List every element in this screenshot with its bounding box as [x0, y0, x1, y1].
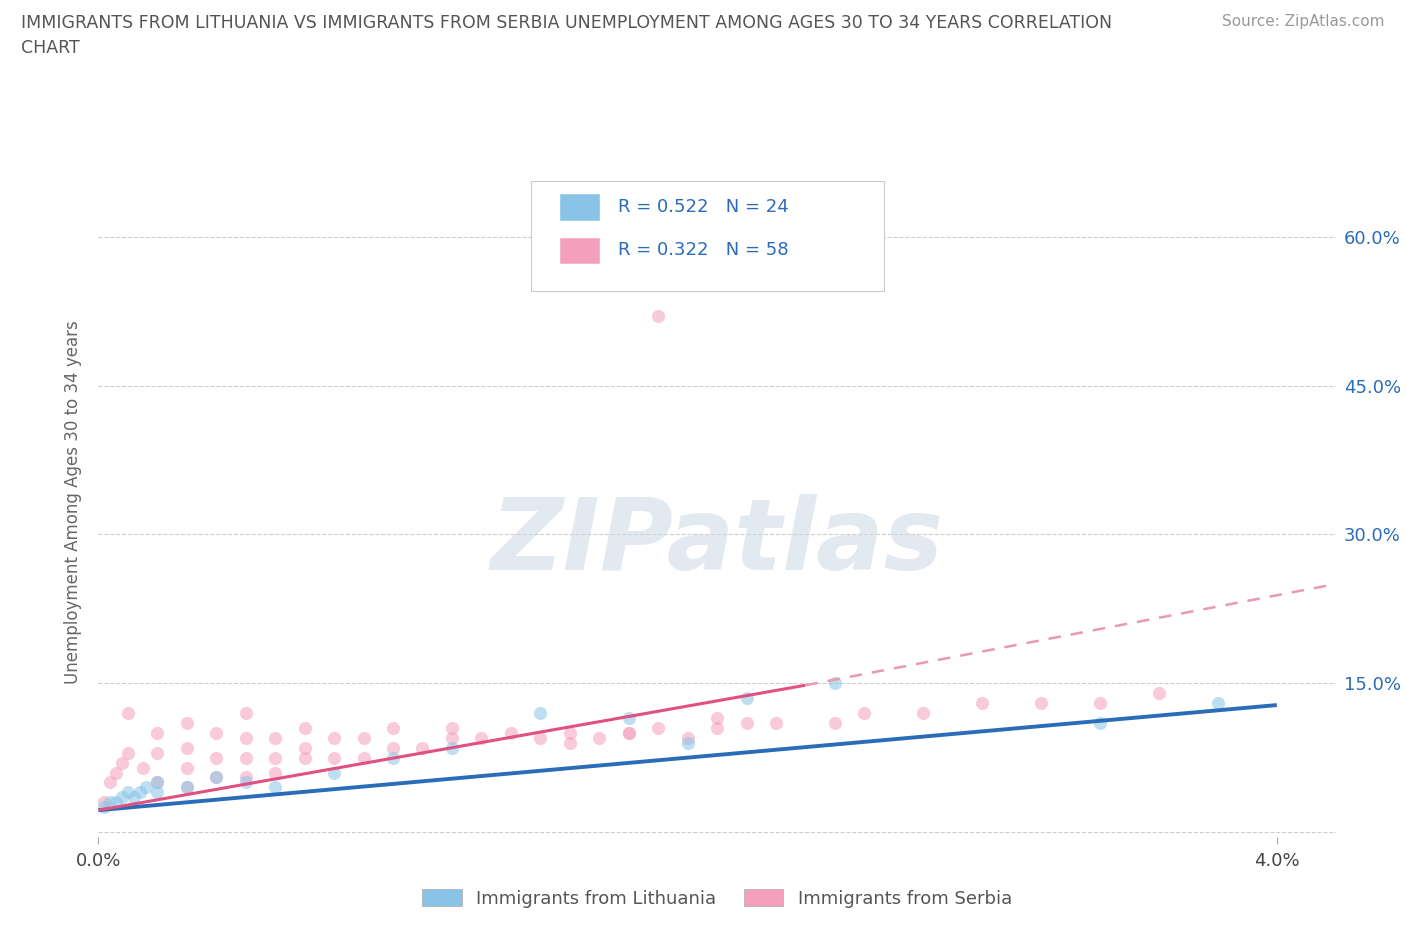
Point [529, 730, 551, 745]
Point [499, 725, 522, 740]
Point [972, 696, 994, 711]
Point [235, 730, 257, 745]
Point [146, 745, 169, 760]
FancyBboxPatch shape [560, 238, 599, 264]
Point [93, 795, 115, 810]
Point [323, 751, 346, 765]
Point [440, 730, 463, 745]
Point [135, 780, 157, 795]
Point [235, 706, 257, 721]
Point [205, 770, 228, 785]
Point [176, 740, 198, 755]
Point [146, 785, 169, 800]
Point [765, 715, 787, 730]
Point [294, 721, 316, 736]
Point [824, 715, 846, 730]
Point [264, 780, 287, 795]
Point [105, 795, 128, 810]
Point [440, 740, 463, 755]
Point [264, 730, 287, 745]
Point [617, 725, 640, 740]
Point [853, 706, 876, 721]
Point [411, 740, 433, 755]
Point [558, 736, 581, 751]
Point [353, 730, 375, 745]
Point [1147, 685, 1170, 700]
Point [294, 740, 316, 755]
Text: R = 0.522   N = 24: R = 0.522 N = 24 [619, 198, 789, 216]
Text: CHART: CHART [21, 39, 80, 57]
Point [470, 730, 492, 745]
Point [105, 765, 128, 780]
FancyBboxPatch shape [531, 180, 884, 291]
Point [111, 790, 134, 804]
Point [382, 751, 405, 765]
Point [98, 775, 121, 790]
Point [122, 790, 145, 804]
Point [176, 780, 198, 795]
Text: Source: ZipAtlas.com: Source: ZipAtlas.com [1222, 14, 1385, 29]
Point [205, 751, 228, 765]
Point [205, 725, 228, 740]
Text: ZIPatlas: ZIPatlas [491, 494, 943, 591]
Point [706, 721, 728, 736]
Point [617, 725, 640, 740]
Point [264, 765, 287, 780]
Point [235, 751, 257, 765]
Point [176, 780, 198, 795]
Point [294, 751, 316, 765]
Point [382, 721, 405, 736]
Point [128, 785, 150, 800]
Point [98, 795, 121, 810]
Point [235, 775, 257, 790]
Point [735, 715, 758, 730]
FancyBboxPatch shape [560, 194, 599, 221]
Point [912, 706, 935, 721]
Text: R = 0.322   N = 58: R = 0.322 N = 58 [619, 242, 789, 259]
Point [131, 760, 153, 775]
Point [1088, 715, 1111, 730]
Point [146, 725, 169, 740]
Point [647, 721, 669, 736]
Point [111, 755, 134, 770]
Point [117, 706, 139, 721]
Point [676, 730, 699, 745]
Point [382, 740, 405, 755]
Point [1029, 696, 1052, 711]
Point [440, 721, 463, 736]
Point [529, 706, 551, 721]
Y-axis label: Unemployment Among Ages 30 to 34 years: Unemployment Among Ages 30 to 34 years [65, 320, 83, 684]
Point [824, 676, 846, 691]
Point [353, 751, 375, 765]
Point [706, 711, 728, 725]
Point [588, 730, 610, 745]
Point [676, 736, 699, 751]
Point [146, 775, 169, 790]
Point [146, 775, 169, 790]
Point [117, 785, 139, 800]
Point [647, 309, 669, 324]
Point [176, 715, 198, 730]
Point [558, 725, 581, 740]
Point [93, 800, 115, 815]
Point [1206, 696, 1229, 711]
Point [264, 751, 287, 765]
Legend: Immigrants from Lithuania, Immigrants from Serbia: Immigrants from Lithuania, Immigrants fr… [415, 882, 1019, 915]
Point [323, 765, 346, 780]
Point [176, 760, 198, 775]
Point [617, 711, 640, 725]
Text: IMMIGRANTS FROM LITHUANIA VS IMMIGRANTS FROM SERBIA UNEMPLOYMENT AMONG AGES 30 T: IMMIGRANTS FROM LITHUANIA VS IMMIGRANTS … [21, 14, 1112, 32]
Point [117, 745, 139, 760]
Point [323, 730, 346, 745]
Point [1088, 696, 1111, 711]
Point [205, 770, 228, 785]
Point [235, 770, 257, 785]
Point [735, 691, 758, 706]
